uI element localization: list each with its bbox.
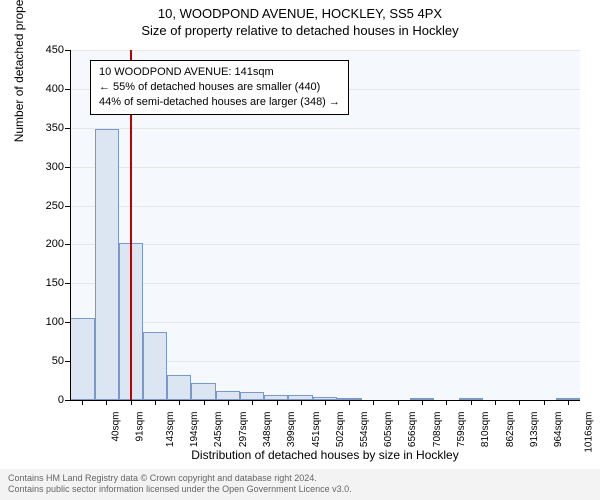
x-tick-label: 759sqm	[456, 412, 467, 448]
x-tick-mark	[82, 400, 83, 405]
y-tick-label: 300	[46, 161, 64, 173]
annotation-box: 10 WOODPOND AVENUE: 141sqm ← 55% of deta…	[90, 60, 349, 115]
footer: Contains HM Land Registry data © Crown c…	[0, 469, 600, 500]
chart-title-block: 10, WOODPOND AVENUE, HOCKLEY, SS5 4PX Si…	[0, 0, 600, 38]
histogram-bar	[95, 129, 119, 400]
x-tick-mark	[106, 400, 107, 405]
grid-line	[70, 322, 580, 323]
y-tick-label: 200	[46, 238, 64, 250]
title-line-2: Size of property relative to detached ho…	[0, 23, 600, 38]
x-axis: 40sqm 91sqm 143sqm 194sqm 245sqm 297sqm 348sqm…	[70, 400, 580, 450]
x-tick-label: 245sqm	[213, 412, 224, 448]
y-axis-title: Number of detached properties	[12, 0, 26, 142]
footer-line-2: Contains public sector information licen…	[8, 484, 592, 496]
grid-line	[70, 167, 580, 168]
x-tick-label: 399sqm	[286, 412, 297, 448]
footer-line-1: Contains HM Land Registry data © Crown c…	[8, 473, 592, 485]
x-tick-mark	[179, 400, 180, 405]
x-tick-mark	[349, 400, 350, 405]
annotation-line-2: ← 55% of detached houses are smaller (44…	[99, 80, 340, 95]
x-tick-label: 451sqm	[311, 412, 322, 448]
grid-line	[70, 283, 580, 284]
grid-line	[70, 128, 580, 129]
x-tick-mark	[446, 400, 447, 405]
grid-line	[70, 244, 580, 245]
x-tick-label: 502sqm	[335, 412, 346, 448]
x-tick-label: 143sqm	[165, 412, 176, 448]
x-tick-label: 297sqm	[238, 412, 249, 448]
x-tick-mark	[471, 400, 472, 405]
y-tick-label: 100	[46, 316, 64, 328]
x-tick-mark	[301, 400, 302, 405]
x-tick-label: 91sqm	[135, 412, 146, 442]
x-tick-mark	[325, 400, 326, 405]
histogram-bar	[167, 375, 191, 400]
x-tick-label: 194sqm	[189, 412, 200, 448]
x-axis-title: Distribution of detached houses by size …	[70, 448, 580, 462]
annotation-line-3: 44% of semi-detached houses are larger (…	[99, 95, 340, 110]
y-axis: 050100150200250300350400450	[36, 50, 70, 400]
x-tick-label: 554sqm	[359, 412, 370, 448]
histogram-bar	[70, 318, 95, 400]
x-tick-mark	[544, 400, 545, 405]
x-tick-mark	[373, 400, 374, 405]
y-tick-label: 450	[46, 44, 64, 56]
y-tick-label: 150	[46, 277, 64, 289]
x-tick-mark	[252, 400, 253, 405]
x-tick-label: 656sqm	[408, 412, 419, 448]
x-tick-label: 810sqm	[480, 412, 491, 448]
x-tick-mark	[204, 400, 205, 405]
x-tick-mark	[228, 400, 229, 405]
x-tick-mark	[131, 400, 132, 405]
histogram-bar	[240, 392, 264, 400]
histogram-bar	[216, 391, 241, 400]
x-tick-mark	[422, 400, 423, 405]
x-tick-label: 862sqm	[505, 412, 516, 448]
annotation-line-1: 10 WOODPOND AVENUE: 141sqm	[99, 65, 340, 80]
grid-line	[70, 206, 580, 207]
x-tick-mark	[155, 400, 156, 405]
x-tick-mark	[277, 400, 278, 405]
x-tick-mark	[568, 400, 569, 405]
y-tick-label: 50	[52, 355, 64, 367]
x-tick-mark	[398, 400, 399, 405]
grid-line	[70, 50, 580, 51]
x-tick-label: 348sqm	[262, 412, 273, 448]
x-tick-label: 708sqm	[432, 412, 443, 448]
y-tick-label: 400	[46, 83, 64, 95]
histogram-bar	[191, 383, 215, 400]
x-tick-label: 964sqm	[553, 412, 564, 448]
title-line-1: 10, WOODPOND AVENUE, HOCKLEY, SS5 4PX	[0, 6, 600, 21]
y-tick-label: 0	[58, 394, 64, 406]
x-tick-mark	[495, 400, 496, 405]
histogram-bar	[143, 332, 168, 400]
x-tick-mark	[519, 400, 520, 405]
x-tick-label: 40sqm	[111, 412, 122, 442]
x-tick-label: 605sqm	[383, 412, 394, 448]
y-axis-line	[70, 50, 71, 400]
y-tick-label: 250	[46, 200, 64, 212]
y-tick-label: 350	[46, 122, 64, 134]
x-tick-label: 1016sqm	[583, 412, 594, 453]
x-tick-label: 913sqm	[529, 412, 540, 448]
